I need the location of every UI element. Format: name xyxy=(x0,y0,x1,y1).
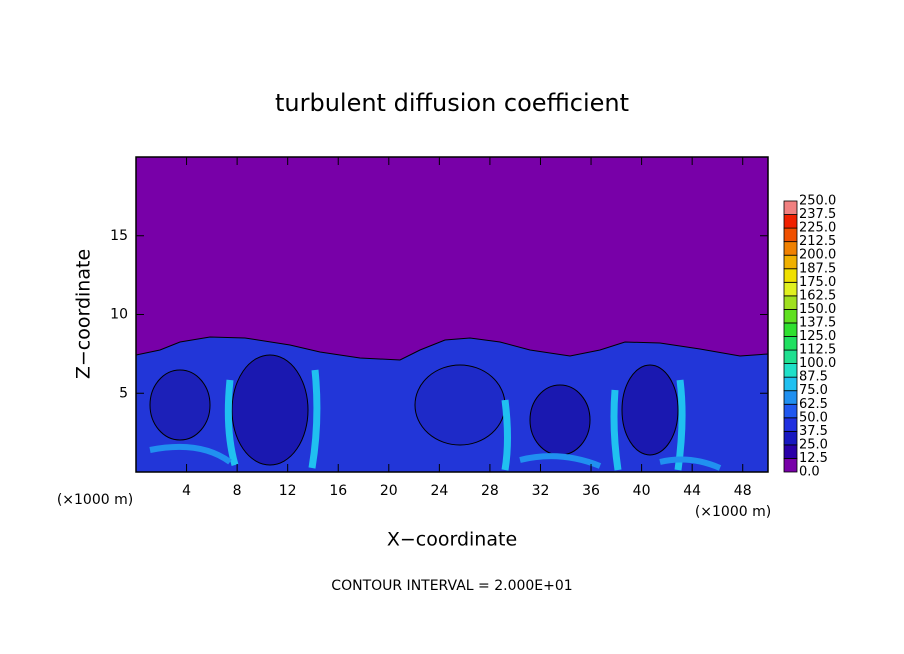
x-tick-label: 12 xyxy=(279,483,297,499)
colorbar-box xyxy=(783,336,798,351)
colorbar-box xyxy=(783,363,798,378)
colorbar-label: 237.5 xyxy=(799,207,836,222)
x-tick-label: 24 xyxy=(430,483,448,499)
colorbar-box xyxy=(783,430,798,446)
x-tick-label: 32 xyxy=(532,483,550,499)
x-tick-label: 44 xyxy=(683,483,701,499)
x-tick-label: 40 xyxy=(633,483,651,499)
colorbar-box xyxy=(783,254,798,270)
colorbar-label: 50.0 xyxy=(799,410,828,425)
field xyxy=(136,336,768,472)
y-tick-label: 10 xyxy=(110,307,128,323)
colorbar-label: 150.0 xyxy=(799,302,836,317)
colorbar-label: 187.5 xyxy=(799,261,836,276)
eddy xyxy=(621,364,679,456)
x-axis-label: X−coordinate xyxy=(387,529,517,551)
colorbar-box xyxy=(783,241,798,256)
colorbar-label: 212.5 xyxy=(799,234,836,249)
x-unit: (×1000 m) xyxy=(695,504,771,520)
y-unit: (×1000 m) xyxy=(57,492,133,508)
colorbar-box xyxy=(783,227,798,243)
colorbar-label: 25.0 xyxy=(799,437,828,452)
colorbar-box xyxy=(783,295,798,310)
colorbar-box xyxy=(783,376,798,392)
colorbar-label: 175.0 xyxy=(799,275,836,290)
colorbar-box xyxy=(783,390,798,405)
colorbar-box xyxy=(783,308,798,324)
colorbar-box xyxy=(783,268,798,283)
x-tick-label: 8 xyxy=(233,483,242,499)
y-tick-label: 5 xyxy=(119,385,128,401)
colorbar-label: 37.5 xyxy=(799,424,828,439)
x-tick-label: 4 xyxy=(182,483,191,499)
colorbar-label: 12.5 xyxy=(799,451,828,466)
colorbar-box xyxy=(783,200,798,215)
colorbar-label: 125.0 xyxy=(799,329,836,344)
eddy xyxy=(149,369,211,441)
colorbar-label: 87.5 xyxy=(799,370,828,385)
eddy xyxy=(529,384,591,456)
chart-title: turbulent diffusion coefficient xyxy=(275,89,629,117)
colorbar-box xyxy=(783,349,798,364)
colorbar-label: 62.5 xyxy=(799,397,828,412)
colorbar-box xyxy=(783,214,798,229)
colorbar-label: 100.0 xyxy=(799,356,836,371)
colorbar-label: 200.0 xyxy=(799,248,836,263)
colorbar-label: 75.0 xyxy=(799,383,828,398)
colorbar-box xyxy=(783,322,798,337)
colorbar-box xyxy=(783,281,798,297)
x-tick-label: 36 xyxy=(582,483,600,499)
eddy xyxy=(414,364,506,446)
colorbar-label: 112.5 xyxy=(799,343,836,358)
streak xyxy=(224,369,686,471)
annotation: CONTOUR INTERVAL = 2.000E+01 xyxy=(331,578,572,594)
eddy xyxy=(231,354,309,466)
colorbar-label: 0.0 xyxy=(799,465,820,480)
x-tick-label: 20 xyxy=(380,483,398,499)
colorbar-label: 250.0 xyxy=(799,194,836,209)
y-axis-label: Z−coordinate xyxy=(73,249,95,379)
colorbar-box xyxy=(783,417,798,432)
x-tick-label: 48 xyxy=(734,483,752,499)
streak xyxy=(149,443,722,471)
colorbar-label: 162.5 xyxy=(799,288,836,303)
y-tick-label: 15 xyxy=(110,228,128,244)
colorbar-box xyxy=(783,403,798,419)
colorbar-box xyxy=(783,458,798,473)
x-tick-label: 16 xyxy=(329,483,347,499)
colorbar-label: 137.5 xyxy=(799,315,836,330)
colorbar-label: 225.0 xyxy=(799,221,836,236)
colorbar-box xyxy=(783,444,798,459)
x-tick-label: 28 xyxy=(481,483,499,499)
